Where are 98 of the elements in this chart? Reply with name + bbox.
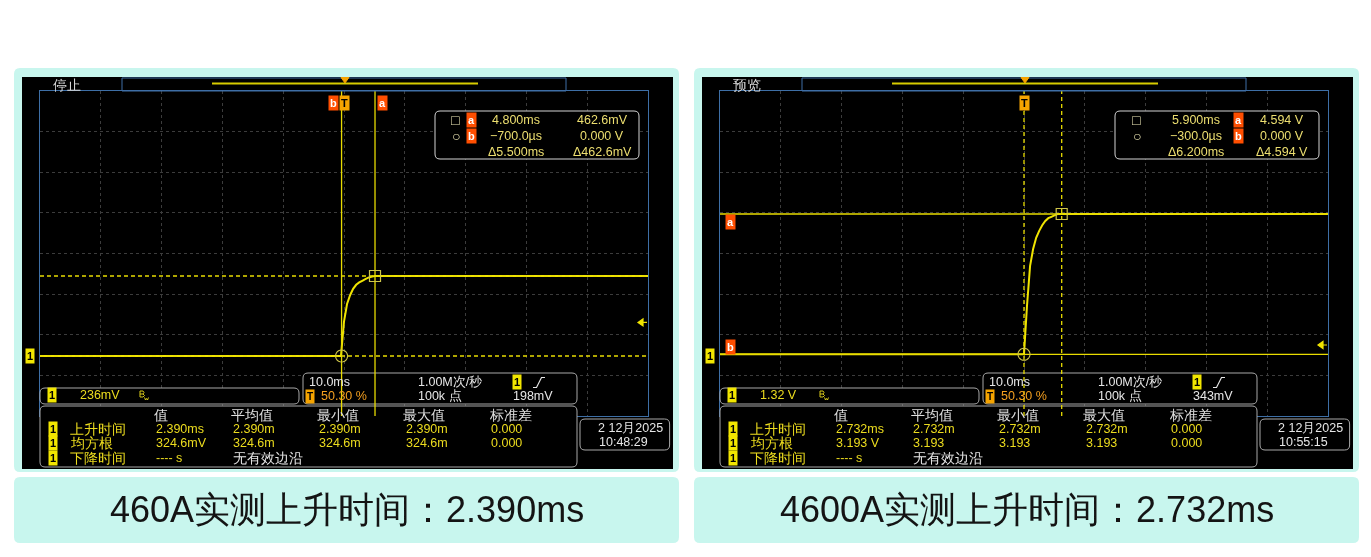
text: 2.390m — [319, 422, 361, 436]
text: Δ6.200ms — [1168, 145, 1225, 159]
text: 324.6mV — [156, 436, 207, 450]
text: 0.000 — [1171, 436, 1203, 450]
text: 最小值 — [317, 407, 359, 423]
text: 1 — [730, 452, 737, 464]
text: 均方根 — [70, 435, 113, 451]
text: Δ4.594 V — [1256, 145, 1309, 159]
text: 2 12月2025 — [598, 421, 664, 435]
text: 值 — [834, 407, 848, 423]
text: 均方根 — [750, 435, 793, 451]
text: 4.800ms — [492, 113, 540, 127]
text: 1 — [50, 437, 57, 449]
text: 4600A实测上升时间：2.732ms — [780, 489, 1275, 530]
text: 标准差 — [1169, 407, 1212, 423]
text: □ — [1132, 112, 1141, 128]
text: 1 — [1194, 376, 1201, 388]
text: 3.193 V — [836, 436, 880, 450]
text: b — [468, 130, 475, 142]
text: 1.00M次/秒 — [1098, 375, 1163, 389]
text: 停止 — [53, 77, 81, 93]
text: 1 — [50, 452, 57, 464]
text: 最小值 — [997, 407, 1039, 423]
text: a — [468, 114, 475, 126]
text: 0.000 V — [580, 129, 624, 143]
text: 预览 — [733, 77, 761, 93]
text: 10:48:29 — [599, 435, 648, 449]
text: ---- s — [156, 451, 183, 465]
text: 1 — [49, 389, 56, 401]
text: 324.6m — [233, 436, 275, 450]
text: 值 — [154, 407, 168, 423]
text: 1 — [27, 350, 34, 362]
text: 平均值 — [911, 407, 953, 423]
text: 2.732m — [1086, 422, 1128, 436]
text: 下降时间 — [70, 450, 126, 466]
text: 3.193 — [999, 436, 1031, 450]
text: 1 — [514, 376, 521, 388]
text: 上升时间 — [750, 421, 806, 437]
text: 462.6mV — [577, 113, 628, 127]
text: 50.30 % — [1001, 389, 1047, 403]
ref-line-label: a — [727, 216, 734, 228]
text: 236mV — [80, 388, 121, 402]
ref-line-label: b — [727, 341, 734, 353]
text: 2.390ms — [156, 422, 204, 436]
text: 1 — [729, 389, 736, 401]
text: 100k 点 — [418, 389, 462, 403]
text: T — [1021, 97, 1028, 109]
text: T — [987, 391, 994, 402]
text: 下降时间 — [750, 450, 806, 466]
text: 324.6m — [406, 436, 448, 450]
text: b — [1235, 130, 1242, 142]
text: a — [1235, 114, 1242, 126]
text: 4.594 V — [1260, 113, 1304, 127]
text: ---- s — [836, 451, 863, 465]
text: T — [307, 391, 314, 402]
text: 1.00M次/秒 — [418, 375, 483, 389]
text: 无有效边沿 — [233, 450, 303, 466]
text: 2.732m — [913, 422, 955, 436]
text: 10.0ms — [989, 375, 1030, 389]
text: 2 12月2025 — [1278, 421, 1344, 435]
text: 1 — [730, 423, 737, 435]
text: 2.390m — [233, 422, 275, 436]
text: 0.000 — [491, 422, 523, 436]
text: 平均值 — [231, 407, 273, 423]
text: 460A实测上升时间：2.390ms — [110, 489, 585, 530]
text: 上升时间 — [70, 421, 126, 437]
text: 2.732m — [999, 422, 1041, 436]
text: 1 — [730, 437, 737, 449]
text: 5.900ms — [1172, 113, 1220, 127]
text: −300.0µs — [1170, 129, 1223, 143]
text: −700.0µs — [490, 129, 543, 143]
text: 3.193 — [913, 436, 945, 450]
text: 最大值 — [1083, 407, 1125, 423]
text: 无有效边沿 — [913, 450, 983, 466]
text: Δ5.500ms — [488, 145, 545, 159]
text: 2.390m — [406, 422, 448, 436]
text: 100k 点 — [1098, 389, 1142, 403]
text: 0.000 V — [1260, 129, 1304, 143]
text: 3.193 — [1086, 436, 1118, 450]
text: 0.000 — [491, 436, 523, 450]
text: 343mV — [1193, 389, 1234, 403]
text: 标准差 — [489, 407, 532, 423]
text: □ — [451, 112, 460, 128]
text: T — [341, 97, 348, 109]
text: ○ — [452, 128, 461, 144]
text: a — [379, 97, 386, 109]
text: 10:55:15 — [1279, 435, 1328, 449]
text: ○ — [1133, 128, 1142, 144]
text: 1 — [707, 350, 714, 362]
text: 0.000 — [1171, 422, 1203, 436]
text: Δ462.6mV — [573, 145, 633, 159]
text: 1 — [50, 423, 57, 435]
text: 198mV — [513, 389, 554, 403]
text: 324.6m — [319, 436, 361, 450]
text: 最大值 — [403, 407, 445, 423]
text: 1.32 V — [760, 388, 797, 402]
text: 2.732ms — [836, 422, 884, 436]
text: b — [330, 97, 337, 109]
